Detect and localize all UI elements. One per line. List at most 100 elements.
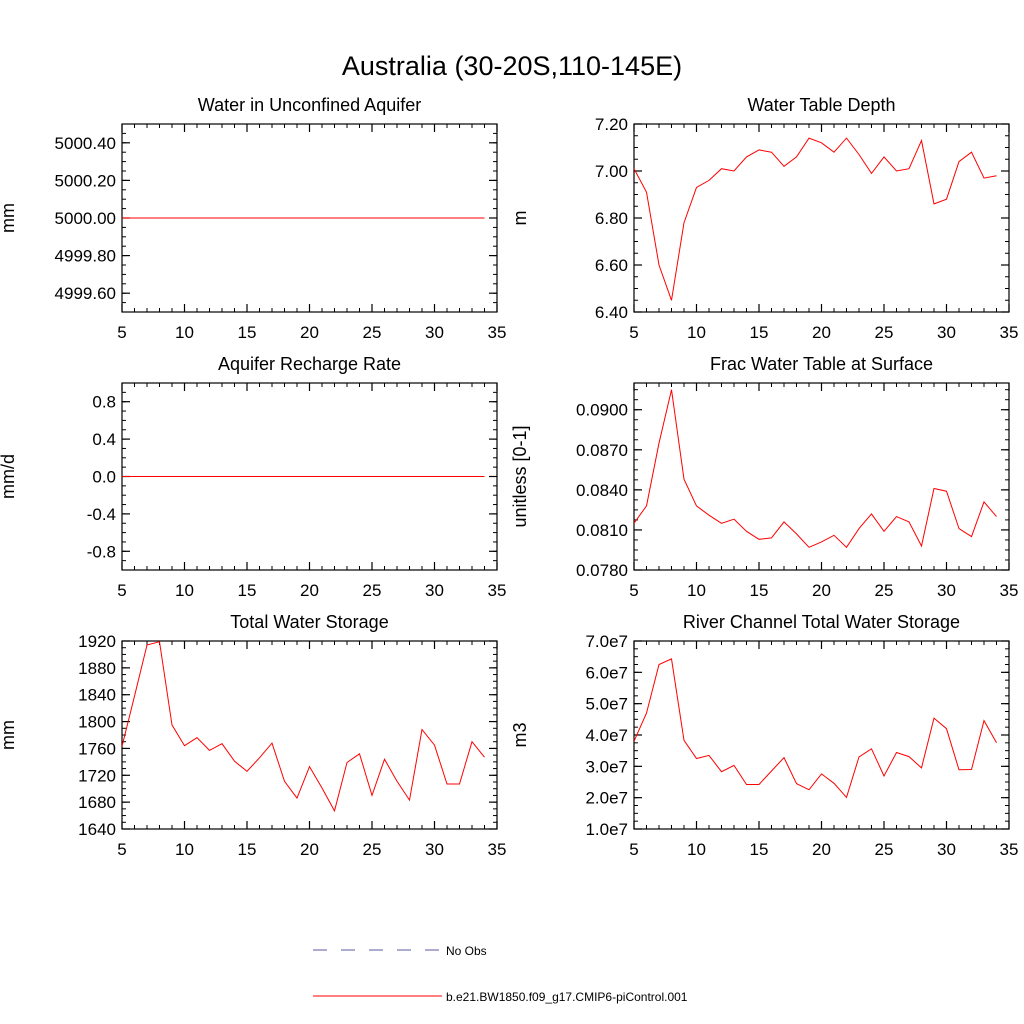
y-tick-label: 0.0870: [576, 441, 628, 460]
plot-frame: [633, 640, 1010, 830]
legend-label-no-obs: No Obs: [446, 944, 487, 958]
x-tick-label: 10: [687, 840, 706, 859]
y-axis-label: mm: [0, 720, 18, 750]
y-tick-label: 0.0840: [576, 481, 628, 500]
panel-title: Total Water Storage: [230, 612, 388, 632]
y-tick-label: 6.0e7: [585, 663, 628, 682]
panel-title: Frac Water Table at Surface: [710, 354, 933, 374]
y-tick-label: 0.8: [92, 393, 116, 412]
series-line: [633, 389, 997, 549]
y-tick-label: 6.40: [595, 303, 628, 322]
chart-panel-5: 5 10 15 20 25 30 35 1.0e7 2.0e7 3.0e7 4.0e7 5.0e7 6.…: [510, 612, 1018, 859]
y-tick-label: 1840: [78, 686, 116, 705]
x-tick-label: 30: [937, 323, 956, 342]
x-tick-label: 25: [363, 323, 382, 342]
y-tick-label: 5000.20: [55, 171, 116, 190]
x-tick-label: 5: [629, 323, 638, 342]
x-tick-label: 35: [488, 581, 507, 600]
x-tick-label: 10: [175, 323, 194, 342]
x-tick-label: 35: [1000, 840, 1019, 859]
x-tick-label: 15: [238, 840, 257, 859]
chart-panel-2: 5 10 15 20 25 30 35 -0.8 -0.4 0.0 0.4 0.8 Aquifer Re…: [0, 354, 506, 600]
y-axis-label: m3: [510, 722, 530, 747]
x-tick-label: 10: [687, 323, 706, 342]
y-tick-label: 2.0e7: [585, 789, 628, 808]
panel-grid: 5 10 15 20 25 30 35 4999.60 4999.80 5000.00 5000.2…: [0, 95, 1018, 859]
legend: No Obs b.e21.BW1850.f09_g17.CMIP6-piCont…: [313, 944, 688, 1004]
x-tick-label: 10: [175, 840, 194, 859]
y-tick-label: 5.0e7: [585, 695, 628, 714]
y-tick-label: 1680: [78, 793, 116, 812]
y-tick-label: 0.0780: [576, 561, 628, 580]
y-tick-label: 1880: [78, 659, 116, 678]
panel-title: Water in Unconfined Aquifer: [198, 95, 421, 115]
panel-title: River Channel Total Water Storage: [683, 612, 960, 632]
x-tick-label: 35: [1000, 581, 1019, 600]
x-tick-label: 10: [175, 581, 194, 600]
y-tick-label: 5000.40: [55, 134, 116, 153]
y-axis-label: unitless [0-1]: [510, 425, 530, 527]
y-tick-label: 1800: [78, 713, 116, 732]
legend-label-model: b.e21.BW1850.f09_g17.CMIP6-piControl.001: [446, 990, 688, 1004]
x-tick-label: 15: [750, 323, 769, 342]
x-tick-label: 30: [425, 840, 444, 859]
x-tick-label: 20: [812, 581, 831, 600]
x-tick-label: 5: [117, 581, 126, 600]
y-tick-label: 7.0e7: [585, 632, 628, 651]
plot-frame: [633, 123, 1010, 313]
x-tick-label: 20: [300, 323, 319, 342]
chart-panel-1: 5 10 15 20 25 30 35 6.40 6.60 6.80 7.00 7.20 Water T…: [510, 95, 1018, 342]
y-tick-label: -0.4: [87, 505, 116, 524]
y-tick-label: 7.20: [595, 115, 628, 134]
x-tick-label: 15: [238, 323, 257, 342]
series-line: [633, 658, 997, 799]
y-tick-label: 0.0900: [576, 401, 628, 420]
x-tick-label: 30: [425, 323, 444, 342]
chart-panel-3: 5 10 15 20 25 30 35 0.0780 0.0810 0.0840 0.0870 0.0…: [510, 354, 1018, 600]
y-axis-label: mm: [0, 203, 18, 233]
panel-title: Water Table Depth: [747, 95, 895, 115]
x-tick-label: 5: [117, 840, 126, 859]
y-tick-label: 4.0e7: [585, 726, 628, 745]
x-tick-label: 35: [488, 323, 507, 342]
x-tick-label: 20: [812, 323, 831, 342]
x-tick-label: 15: [750, 581, 769, 600]
y-axis-label: mm/d: [0, 454, 18, 499]
x-tick-label: 25: [363, 840, 382, 859]
x-tick-label: 10: [687, 581, 706, 600]
x-tick-label: 35: [1000, 323, 1019, 342]
x-tick-label: 5: [117, 323, 126, 342]
y-tick-label: -0.8: [87, 542, 116, 561]
x-tick-label: 35: [488, 840, 507, 859]
y-tick-label: 7.00: [595, 162, 628, 181]
y-tick-label: 0.0810: [576, 521, 628, 540]
chart-panel-4: 5 10 15 20 25 30 35 1640 1680 1720 1760 1800 1840 188…: [0, 612, 506, 859]
y-tick-label: 1640: [78, 820, 116, 839]
y-axis-label: m: [510, 211, 530, 226]
y-tick-label: 6.80: [595, 209, 628, 228]
x-tick-label: 30: [937, 840, 956, 859]
x-tick-label: 25: [875, 840, 894, 859]
y-tick-label: 4999.80: [55, 247, 116, 266]
x-tick-label: 20: [300, 840, 319, 859]
x-tick-label: 20: [300, 581, 319, 600]
x-tick-label: 15: [750, 840, 769, 859]
y-tick-label: 5000.00: [55, 209, 116, 228]
x-tick-label: 30: [425, 581, 444, 600]
y-tick-label: 0.0: [92, 468, 116, 487]
x-tick-label: 25: [875, 581, 894, 600]
series-line: [121, 641, 485, 813]
x-tick-label: 25: [363, 581, 382, 600]
y-tick-label: 1.0e7: [585, 820, 628, 839]
panel-title: Aquifer Recharge Rate: [218, 354, 401, 374]
y-tick-label: 6.60: [595, 256, 628, 275]
y-tick-label: 1760: [78, 739, 116, 758]
series-line: [633, 137, 997, 301]
figure-title: Australia (30-20S,110-145E): [342, 51, 682, 81]
y-tick-label: 1920: [78, 632, 116, 651]
x-tick-label: 30: [937, 581, 956, 600]
y-tick-label: 0.4: [92, 430, 116, 449]
x-tick-label: 5: [629, 581, 638, 600]
y-tick-label: 1720: [78, 766, 116, 785]
